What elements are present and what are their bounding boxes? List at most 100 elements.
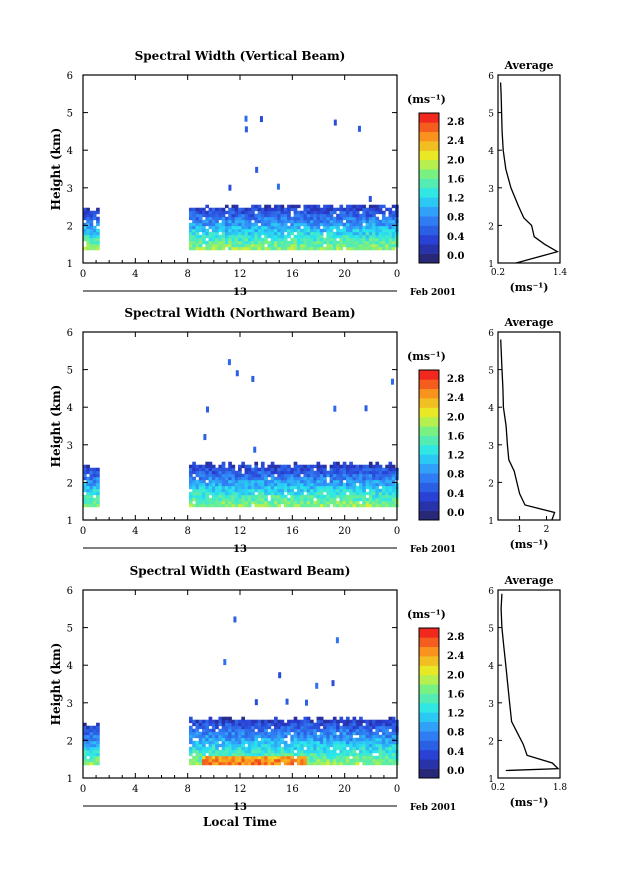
heatmap-cell (280, 752, 285, 757)
heatmap-cell (349, 207, 353, 212)
heatmap-cell (221, 207, 226, 212)
heatmap-cell (228, 467, 232, 472)
heatmap-cell (368, 213, 373, 218)
heatmap-cell (339, 210, 344, 215)
heatmap-cell (372, 234, 376, 239)
heatmap-cell (86, 467, 90, 472)
heatmap-cell (287, 731, 291, 736)
heatmap-cell (283, 210, 288, 215)
heatmap-cell (264, 497, 268, 502)
heatmap-cell (313, 231, 317, 236)
heatmap-cell (336, 719, 340, 724)
heatmap-cell (241, 482, 245, 487)
heatmap-cell (290, 228, 295, 233)
heatmap-cell (188, 734, 193, 739)
heatmap-cell (309, 488, 314, 493)
heatmap-cell (391, 204, 396, 209)
colorbar-tick-label: 0.8 (447, 728, 464, 739)
heatmap-cell (260, 488, 265, 493)
heatmap-cell (287, 213, 291, 218)
heatmap-cell (96, 740, 100, 745)
colorbar-swatch (419, 426, 439, 436)
heatmap-cell (251, 488, 255, 493)
heatmap-cell (365, 485, 370, 490)
heatmap-cell (247, 749, 252, 754)
heatmap-cell (228, 243, 232, 248)
colorbar-tick-label: 1.2 (447, 451, 464, 462)
heatmap-cell (329, 734, 334, 739)
heatmap-cell (372, 204, 376, 209)
heatmap-cell (198, 222, 203, 227)
heatmap-cell (254, 464, 259, 469)
heatmap-cell (224, 728, 229, 733)
heatmap-cell (293, 740, 298, 745)
heatmap-cell (300, 731, 304, 736)
heatmap-cell (368, 500, 373, 505)
x-tick-label: 12 (234, 269, 247, 280)
heatmap-cell (267, 234, 272, 239)
heatmap-cell (345, 743, 350, 748)
heatmap-cell (251, 210, 255, 215)
heatmap-cell (316, 761, 321, 766)
heatmap-cell (306, 470, 311, 475)
heatmap-cell (375, 746, 380, 751)
heatmap-cell (313, 246, 317, 251)
heatmap-cell (96, 207, 100, 212)
heatmap-cell (89, 240, 94, 245)
heatmap-cell (277, 485, 281, 490)
heatmap-cell (202, 755, 206, 760)
heatmap-cell (359, 734, 363, 739)
heatmap-cell (192, 207, 196, 212)
heatmap-cell (309, 246, 314, 251)
heatmap-cell (224, 491, 229, 496)
heatmap-cell (96, 479, 100, 484)
heatmap-cell (381, 719, 386, 724)
heatmap-cell (359, 231, 363, 236)
heatmap-cell (247, 728, 252, 733)
heatmap-cell (86, 464, 90, 469)
heatmap-cell (381, 491, 386, 496)
colorbar-swatch (419, 510, 439, 521)
heatmap-cell (211, 216, 216, 221)
heatmap-cell (378, 225, 383, 230)
colorbar-swatch (419, 665, 439, 676)
heatmap-cell (195, 719, 200, 724)
heatmap-cell (267, 488, 272, 493)
heatmap-cell (326, 225, 331, 230)
heatmap-cell (205, 204, 209, 209)
heatmap-cell (211, 213, 216, 218)
heatmap-cell (270, 234, 275, 239)
heatmap-cell (241, 246, 245, 251)
heatmap-cell (234, 749, 239, 754)
heatmap-cell (375, 219, 380, 224)
heatmap-cell (345, 234, 350, 239)
heatmap-cell (296, 725, 301, 730)
heatmap-cell (267, 719, 272, 724)
heatmap-cell (224, 734, 229, 739)
heatmap-cell (86, 234, 90, 239)
heatmap-cell (359, 207, 363, 212)
heatmap-cell (188, 225, 193, 230)
heatmap-cell (260, 761, 265, 766)
heatmap-cell (211, 746, 216, 751)
heatmap-cell (205, 219, 209, 224)
heatmap-cell (329, 722, 334, 727)
heatmap-cell (257, 728, 262, 733)
heatmap-cell (372, 503, 376, 508)
heatmap-cell (224, 225, 229, 230)
heatmap-cell (86, 240, 90, 245)
heatmap-cell (270, 473, 275, 478)
heatmap-cell (244, 488, 249, 493)
heatmap-cell (296, 234, 301, 239)
heatmap-cell (198, 246, 203, 251)
heatmap-cell (352, 219, 357, 224)
heatmap-cell (326, 494, 331, 499)
heatmap-cell (96, 758, 100, 763)
heatmap-cell (365, 228, 370, 233)
heatmap-cell (260, 461, 265, 466)
heatmap-cell (316, 752, 321, 757)
heatmap-cell (303, 737, 308, 742)
heatmap-cell (254, 743, 259, 748)
heatmap-cell (231, 219, 236, 224)
y-axis-label: Height (km) (49, 643, 63, 726)
